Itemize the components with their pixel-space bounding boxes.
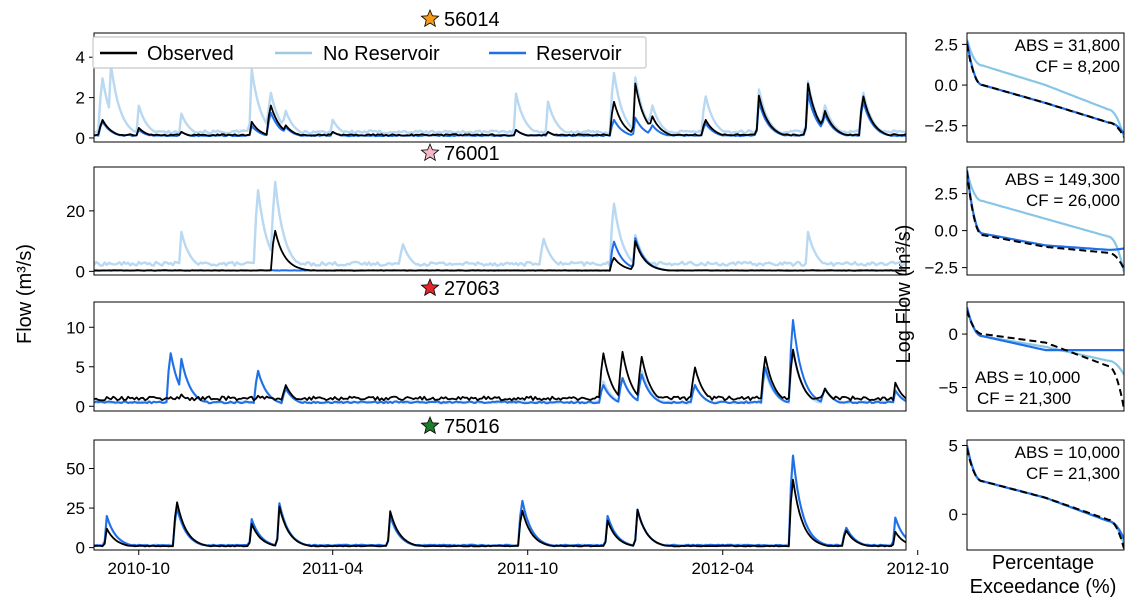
y-tick-label: 0.0 — [934, 222, 958, 241]
annotation-text: ABS = 31,800 — [1015, 36, 1120, 55]
timeseries-axes-frame — [93, 439, 907, 551]
fdc-line-no-reservoir — [967, 171, 1124, 273]
fdc-panel-27063-flow-duration-curve: 0 −5 ABS = 10,000 CF = 21,300 — [939, 301, 1125, 412]
y-tick-label: 50 — [66, 459, 85, 478]
series-line-no-reservoir — [94, 64, 906, 135]
y-tick-label: 0 — [76, 129, 85, 148]
x-tick-label: 2012-04 — [692, 559, 754, 578]
annotation-text: CF = 8,200 — [1035, 57, 1120, 76]
annotation-text: CF = 21,300 — [1026, 464, 1120, 483]
fdc-panel-75016-flow-duration-curve: 5 0 ABS = 10,000 CF = 21,300 — [949, 437, 1125, 551]
x-tick-label: 2011-10 — [497, 559, 558, 578]
gauge-star-icon — [420, 415, 440, 435]
gauge-star-icon — [420, 8, 440, 28]
fdc-line-no-reservoir — [967, 39, 1124, 138]
series-line-observed — [94, 229, 906, 272]
legend-label-reservoir: Reservoir — [536, 43, 622, 65]
x-tick-label: 2011-04 — [302, 559, 363, 578]
timeseries-panel-76001: 0 20 76001 — [66, 142, 907, 281]
fdc-axes-frame — [966, 32, 1125, 143]
y-tick-label: 2 — [76, 89, 85, 108]
y-tick-label: 25 — [66, 499, 85, 518]
annotation-text: CF = 21,300 — [977, 389, 1071, 408]
gauge-star-icon — [420, 142, 440, 162]
fdc-line-observed — [967, 448, 1124, 549]
series-line-no-reservoir — [94, 348, 906, 405]
y-tick-label: 5 — [76, 358, 85, 377]
annotation-text: ABS = 149,300 — [1005, 170, 1120, 189]
series-line-no-reservoir — [94, 180, 906, 267]
series-line-reservoir — [94, 319, 906, 405]
series-line-observed — [94, 478, 906, 548]
right-x-axis-label-line2: Exceedance (%) — [970, 576, 1117, 598]
series-line-no-reservoir — [94, 454, 906, 547]
y-tick-label: 0 — [76, 397, 85, 416]
y-tick-label: 5 — [949, 437, 958, 456]
fdc-line-observed — [967, 171, 1124, 270]
timeseries-axes-frame — [93, 166, 907, 276]
fdc-axes-frame — [966, 166, 1125, 276]
panel-title: 27063 — [444, 278, 500, 300]
fdc-panel-76001-flow-duration-curve: 2.5 0.0 −2.5 ABS = 149,300 CF = 26,000 — [924, 166, 1125, 278]
fdc-line-observed — [967, 44, 1124, 138]
timeseries-panel-56014: 0 2 4 56014 — [76, 8, 907, 148]
y-tick-label: 2.5 — [934, 185, 958, 204]
flow-duration-panels: 2.5 0.0 −2.5 ABS = 31,800 CF = 8,200 2.5 0.0 −2… — [924, 32, 1125, 551]
fdc-line-reservoir — [967, 307, 1124, 352]
y-tick-label: 0 — [949, 505, 958, 524]
annotation-text: ABS = 10,000 — [1015, 443, 1120, 462]
y-tick-label: 0.0 — [934, 76, 958, 95]
fdc-line-reservoir — [967, 169, 1124, 251]
timeseries-axes-frame — [93, 32, 907, 143]
series-line-reservoir — [94, 454, 906, 547]
x-tick-label: 2010-10 — [108, 559, 170, 578]
legend: Observed No Reservoir Reservoir — [92, 36, 647, 69]
legend-label-observed: Observed — [147, 43, 234, 65]
y-tick-label: 4 — [76, 48, 85, 67]
right-y-axis-label: Log Flow (m³/s) — [893, 225, 915, 364]
gauge-star-icon — [420, 277, 440, 297]
right-x-axis-label-line1: Percentage — [992, 552, 1094, 574]
y-tick-label: 0 — [76, 539, 85, 558]
date-axis: 2010-10 2011-04 2011-10 2012-04 2012-10 — [108, 550, 949, 578]
fdc-axes-frame — [966, 439, 1125, 551]
y-tick-label: 10 — [66, 318, 85, 337]
panel-title: 56014 — [444, 9, 500, 31]
fdc-line-observed — [967, 310, 1124, 410]
left-y-axis-label: Flow (m³/s) — [14, 244, 36, 344]
panel-title: 75016 — [444, 416, 500, 438]
y-tick-label: −2.5 — [924, 259, 958, 278]
legend-label-no-reservoir: No Reservoir — [323, 43, 440, 65]
y-tick-label: −2.5 — [924, 117, 958, 136]
annotation-text: ABS = 10,000 — [975, 368, 1080, 387]
x-tick-label: 2012-10 — [887, 559, 949, 578]
y-tick-label: 2.5 — [934, 35, 958, 54]
timeseries-axes-frame — [93, 301, 907, 412]
series-line-observed — [94, 82, 906, 137]
legend-box — [92, 36, 647, 69]
fdc-line-no-reservoir — [967, 308, 1124, 376]
annotation-text: CF = 26,000 — [1026, 191, 1120, 210]
y-tick-label: 0 — [949, 325, 958, 344]
series-line-observed — [94, 348, 906, 402]
y-tick-label: −5 — [939, 378, 958, 397]
fdc-axes-frame — [966, 301, 1125, 412]
y-tick-label: 20 — [66, 202, 85, 221]
timeseries-panels: 0 2 4 56014 0 20 76001 0 5 10 27063 0 25 50 75016 — [66, 8, 907, 558]
fdc-panel-56014-flow-duration-curve: 2.5 0.0 −2.5 ABS = 31,800 CF = 8,200 — [924, 32, 1125, 143]
timeseries-panel-27063: 0 5 10 27063 — [66, 277, 907, 416]
timeseries-panel-75016: 0 25 50 75016 — [66, 415, 907, 558]
y-tick-label: 0 — [76, 262, 85, 281]
panel-title: 76001 — [444, 143, 500, 165]
series-line-reservoir — [94, 92, 906, 138]
